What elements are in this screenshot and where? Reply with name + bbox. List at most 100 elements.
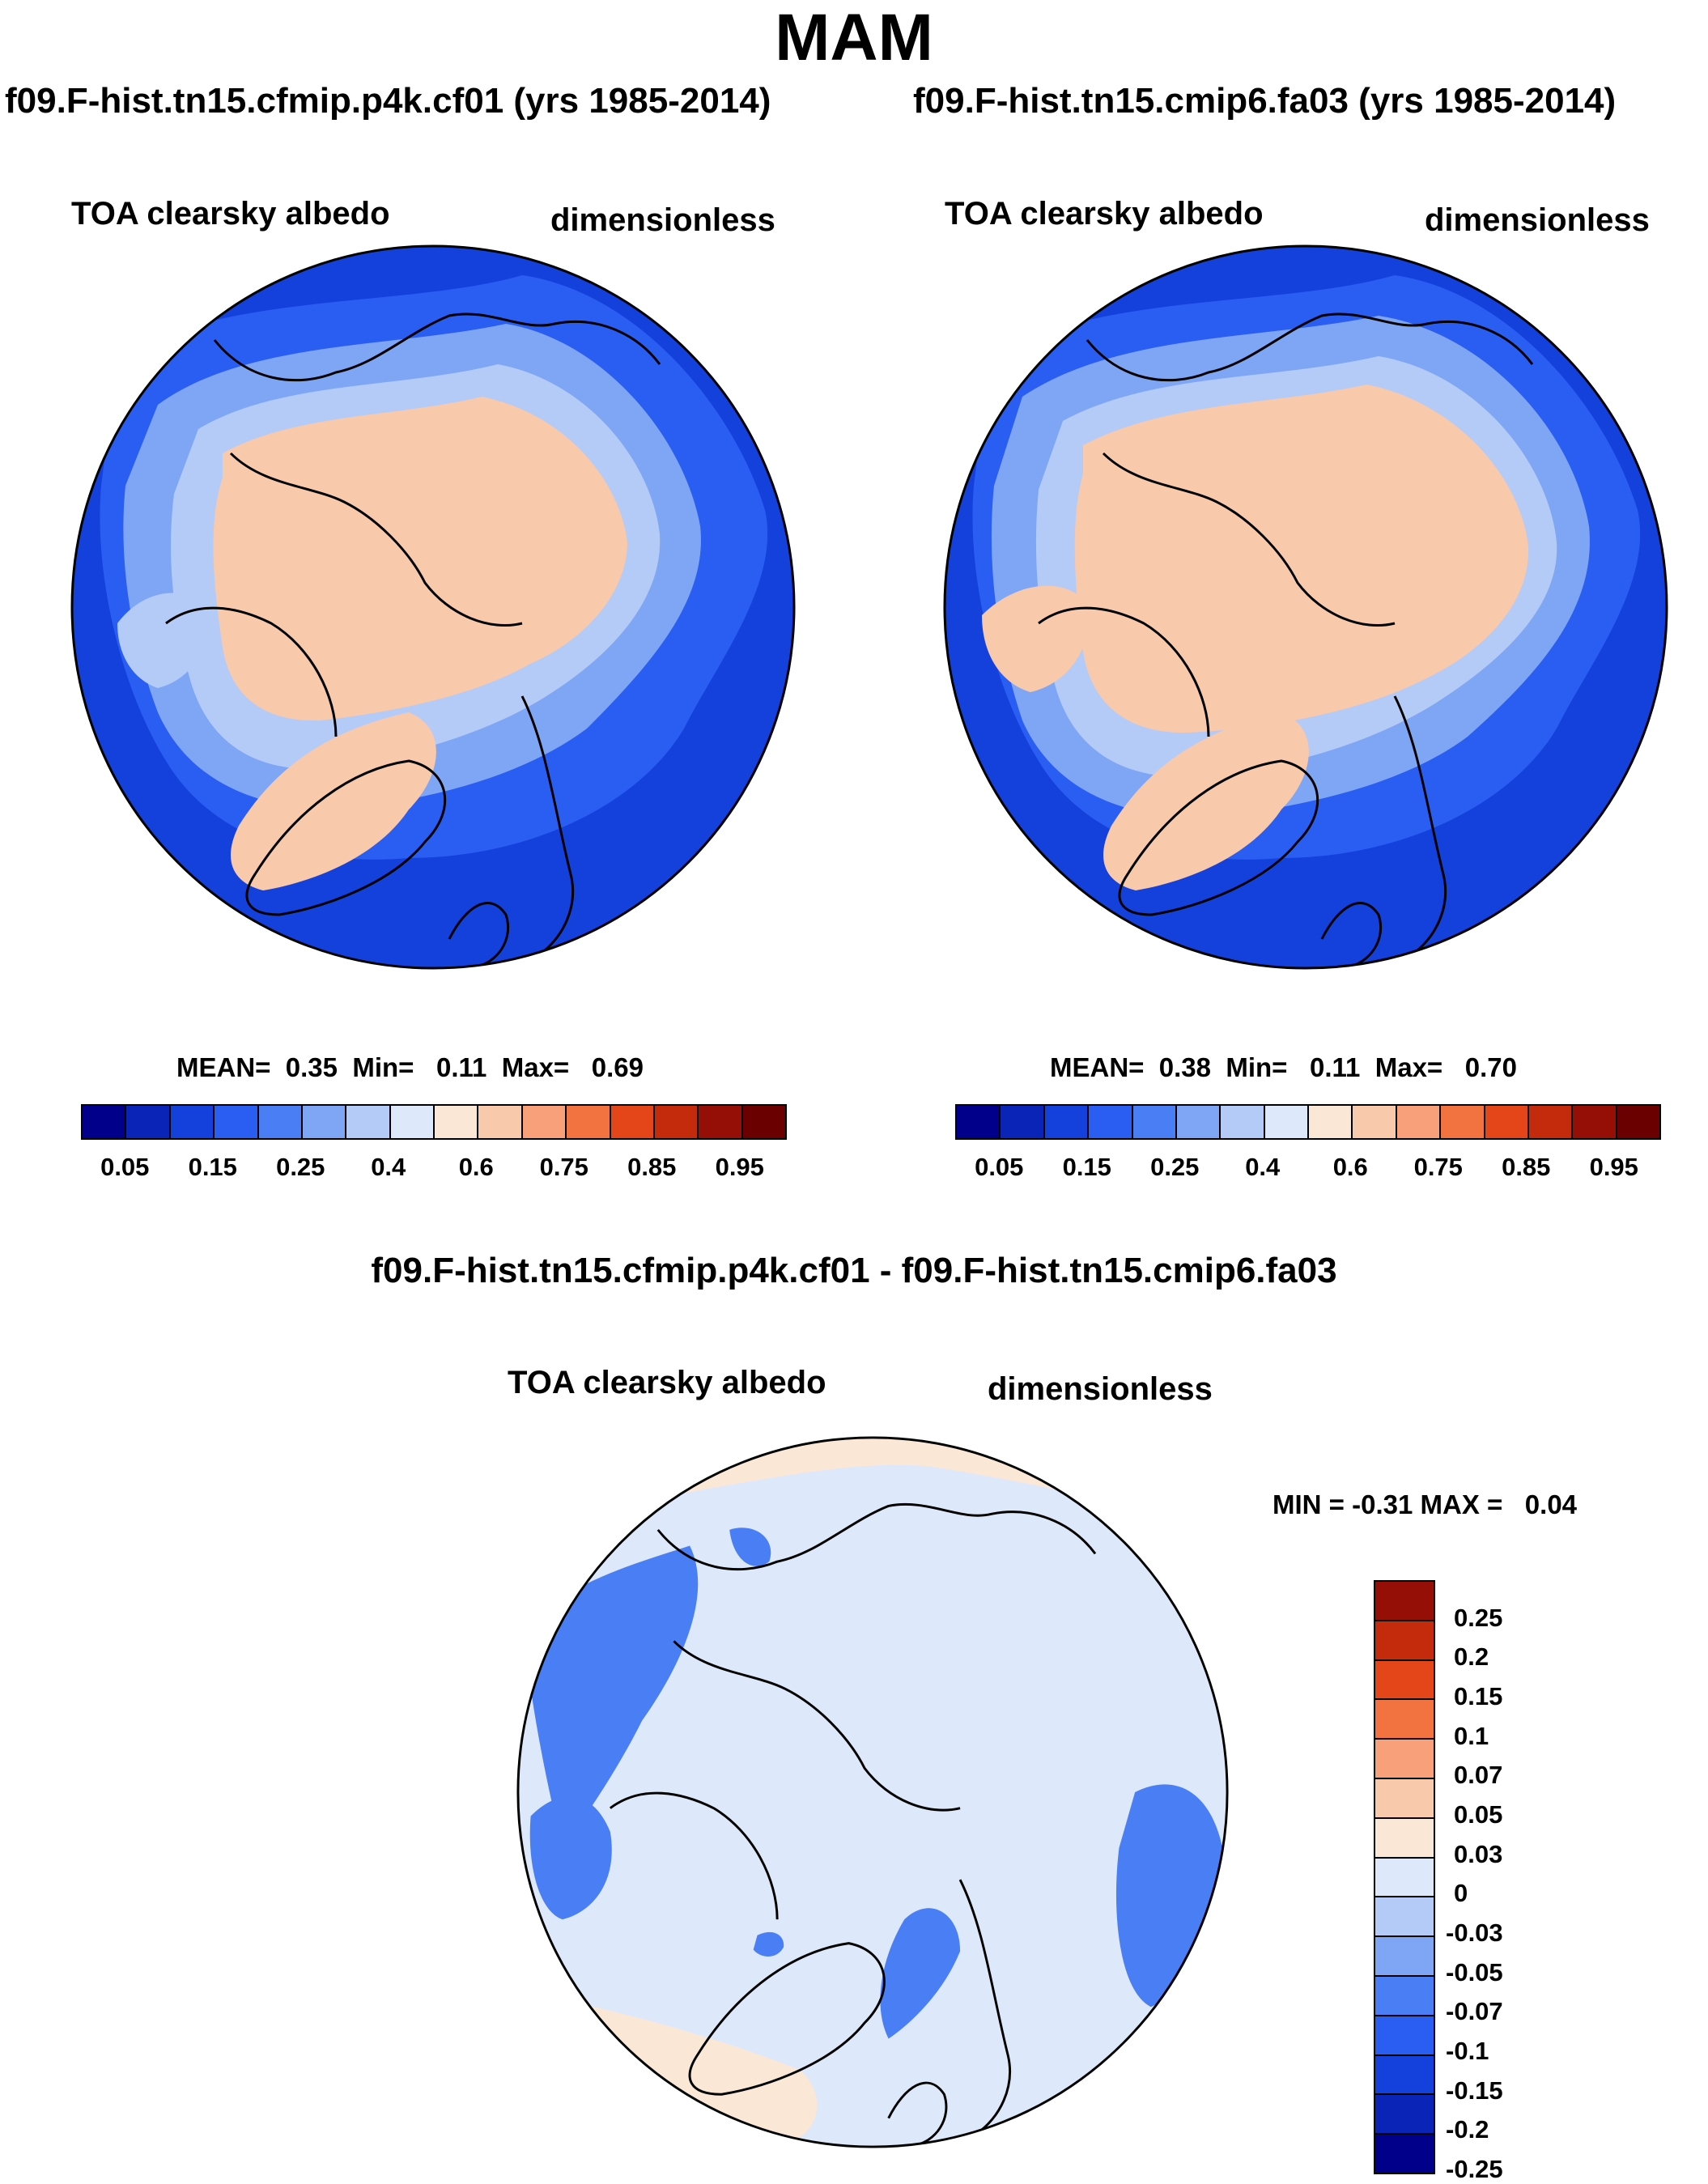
panel-1-max-value: 0.69 [591,1052,644,1082]
panel-1-mean-label: MEAN= [176,1052,271,1082]
difference-units-label: dimensionless [988,1371,1213,1407]
panel-1-colorbar-swatch [654,1106,699,1138]
difference-colorbar-swatch [1375,2095,1434,2135]
difference-colorbar-swatch [1375,1740,1434,1779]
panel-1-run-title: f09.F-hist.tn15.cfmip.p4k.cf01 (yrs 1985… [5,81,771,121]
difference-colorbar-swatch [1375,1937,1434,1977]
difference-colorbar-tick-label: -0.25 [1446,2155,1503,2183]
panel-2-map-border [943,244,1668,970]
difference-colorbar-tick-label: 0.05 [1454,1800,1503,1829]
difference-colorbar-swatch [1375,1976,1434,2016]
difference-title: f09.F-hist.tn15.cfmip.p4k.cf01 - f09.F-h… [371,1251,1337,1290]
panel-2-high-albedo-arctic [1074,385,1529,733]
panel-1-colorbar-swatch [478,1106,523,1138]
difference-negative-left-band [522,1545,699,1848]
difference-colorbar-tick-label: -0.03 [1446,1918,1503,1947]
difference-colorbar-swatch [1375,2055,1434,2096]
difference-colorbar-tick-label: 0.1 [1454,1721,1489,1750]
panel-1-colorbar-swatch [610,1106,655,1138]
panel-2-max-label: Max= [1374,1052,1443,1082]
panel-1-units-label: dimensionless [550,202,775,238]
difference-colorbar-swatch [1375,1897,1434,1938]
difference-colorbar-tick-label: 0.15 [1454,1682,1503,1710]
panel-2-stats: MEAN= 0.38 Min= 0.11 Max= 0.70 [1050,1052,1517,1083]
panel-1-high-albedo-arctic [213,397,627,721]
difference-polar-map [516,1436,1229,2148]
panel-2-min-value: 0.11 [1309,1052,1361,1082]
panel-1-colorbar-swatch [742,1106,785,1138]
panel-2-max-value: 0.70 [1464,1052,1517,1082]
panel-2-colorbar-swatch [1089,1106,1133,1138]
difference-min-value: -0.31 [1352,1489,1413,1519]
panel-2-run-title: f09.F-hist.tn15.cmip6.fa03 (yrs 1985-201… [913,81,1617,121]
panel-2-colorbar-swatch [1528,1106,1574,1138]
panel-1-colorbar-swatch [522,1106,567,1138]
panel-2-polar-map [943,244,1668,970]
panel-1-min-label: Min= [352,1052,414,1082]
panel-1-coastlines [165,312,661,968]
difference-stats: MIN = -0.31 MAX = 0.04 [1273,1489,1577,1520]
panel-1-colorbar-tick-label: 0.25 [276,1153,325,1181]
difference-colorbar-tick-label: 0.25 [1454,1603,1503,1632]
panel-2-colorbar-swatch [1044,1106,1090,1138]
difference-colorbar-swatch [1375,2016,1434,2056]
panel-2-colorbar-swatch [1264,1106,1309,1138]
panel-1-colorbar-swatch [346,1106,391,1138]
panel-1-colorbar-tick-label: 0.05 [100,1153,150,1181]
difference-map-border [516,1436,1229,2148]
panel-1-colorbar-swatch [699,1106,743,1138]
difference-negative-alaska [729,1528,771,1566]
panel-1-colorbar-tick-label: 0.95 [715,1153,764,1181]
panel-2-coastlines [1038,312,1534,968]
panel-1-colorbar-swatch [83,1106,127,1138]
panel-2-colorbar-tick-label: 0.4 [1245,1153,1281,1181]
difference-colorbar-swatch [1375,1700,1434,1740]
panel-1-colorbar-swatch [170,1106,215,1138]
panel-2-colorbar-swatch [1132,1106,1177,1138]
panel-1-min-value: 0.11 [435,1052,487,1082]
difference-colorbar-swatch [1375,1660,1434,1701]
difference-colorbar-tick-label: 0 [1454,1879,1468,1908]
difference-colorbar-tick-label: -0.05 [1446,1957,1503,1986]
panel-1-stats: MEAN= 0.35 Min= 0.11 Max= 0.69 [176,1052,644,1083]
panel-1-colorbar-swatch [126,1106,171,1138]
panel-1-colorbar-tick-label: 0.4 [371,1153,406,1181]
panel-2-variable-label: TOA clearsky albedo [945,196,1264,232]
panel-2-mean-label: MEAN= [1050,1052,1145,1082]
panel-2-colorbar-tick-label: 0.25 [1150,1153,1200,1181]
difference-max-value: 0.04 [1524,1489,1578,1519]
panel-1-colorbar-tick-label: 0.75 [539,1153,588,1181]
panel-2-colorbar-swatch [1353,1106,1397,1138]
panel-2-colorbar-tick-label: 0.85 [1502,1153,1551,1181]
difference-colorbar-swatch [1375,1818,1434,1859]
panel-2-colorbar-swatch [1441,1106,1485,1138]
difference-colorbar-tick-label: 0.2 [1454,1642,1489,1672]
panel-1-colorbar-tick-label: 0.15 [188,1153,237,1181]
panel-1-colorbar-swatch [435,1106,479,1138]
panel-1-variable-label: TOA clearsky albedo [71,196,390,232]
panel-2-colorbar-tick-label: 0.95 [1589,1153,1638,1181]
difference-colorbar-swatch [1375,2135,1434,2173]
panel-2-min-label: Min= [1226,1052,1288,1082]
difference-colorbar-tick-label: 0.03 [1454,1839,1503,1868]
difference-colorbar-swatch [1375,1778,1434,1819]
panel-1-mean-value: 0.35 [285,1052,338,1082]
panel-1-colorbar-tick-label: 0.6 [458,1153,494,1181]
difference-negative-right [1115,1784,1227,2008]
panel-2-colorbar-swatch [1221,1106,1265,1138]
panel-1-polar-map [70,244,796,970]
panel-1-max-label: Max= [501,1052,570,1082]
panel-2-colorbar-tick-label: 0.05 [975,1153,1024,1181]
panel-2-colorbar-swatch [957,1106,1001,1138]
panel-2-colorbar [955,1104,1661,1140]
panel-1-colorbar-swatch [215,1106,259,1138]
panel-2-colorbar-swatch [1309,1106,1353,1138]
panel-2-colorbar-swatch [1001,1106,1045,1138]
panel-2-colorbar-tick-label: 0.15 [1062,1153,1111,1181]
difference-negative-canada [529,1796,612,1920]
panel-1-colorbar [81,1104,787,1140]
panel-2-mean-value: 0.38 [1158,1052,1212,1082]
difference-colorbar-tick-label: -0.2 [1446,2115,1489,2144]
panel-2-colorbar-swatch [1396,1106,1442,1138]
panel-2-colorbar-tick-label: 0.6 [1332,1153,1368,1181]
